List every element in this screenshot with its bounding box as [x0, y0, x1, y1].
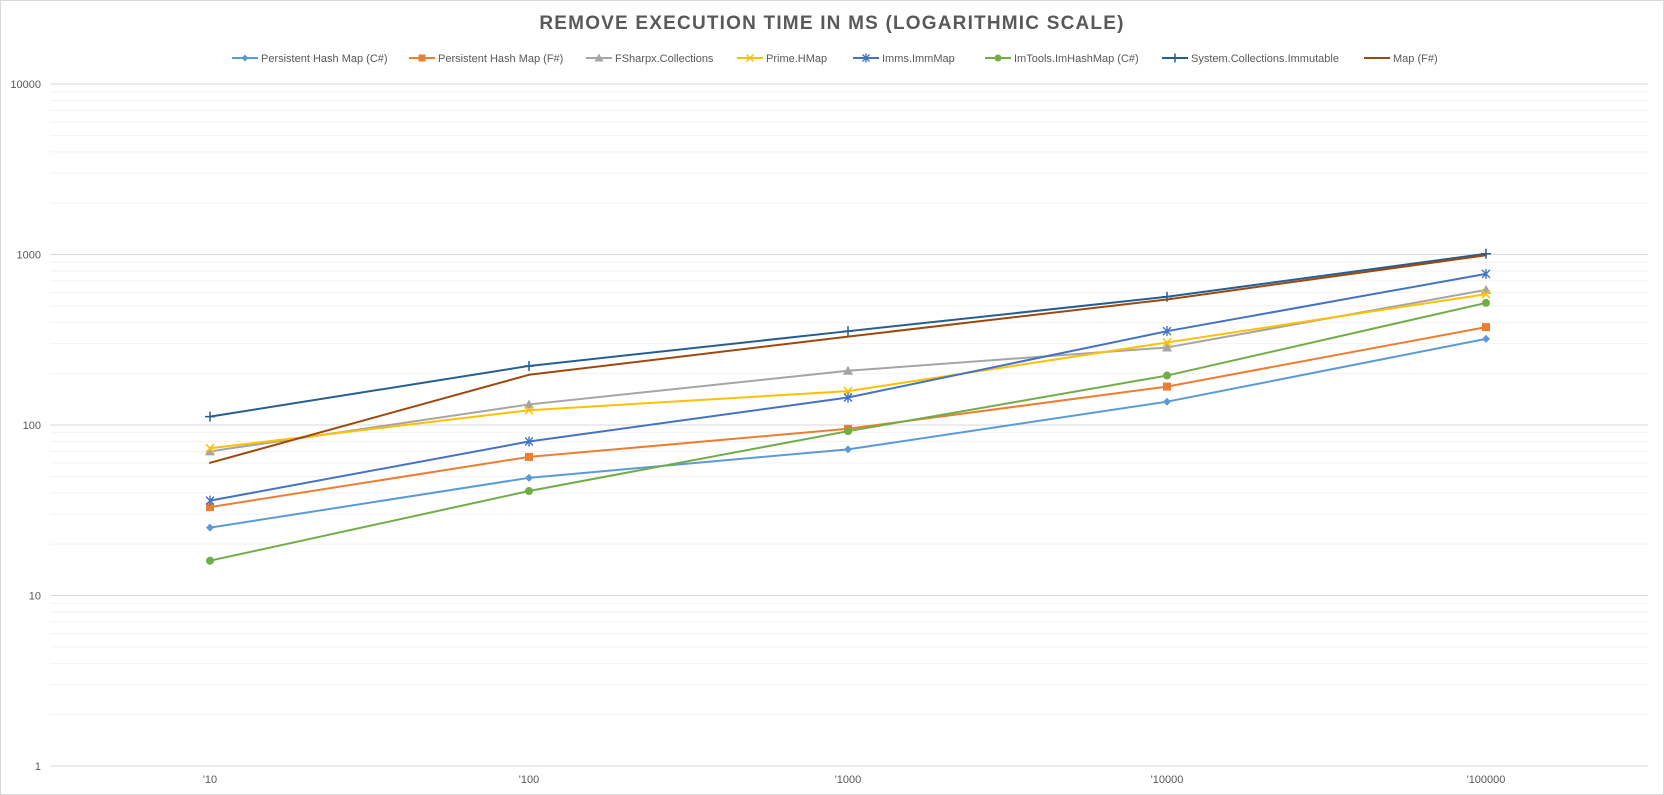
data-point — [206, 523, 214, 532]
y-tick-label: 1 — [35, 761, 41, 773]
legend-label: ImTools.ImHashMap (C#) — [1014, 53, 1139, 65]
data-point — [1481, 289, 1491, 299]
legend-marker — [594, 53, 604, 62]
data-point — [843, 386, 853, 396]
data-point — [1481, 284, 1491, 294]
data-point — [525, 452, 533, 461]
data-point — [525, 487, 533, 496]
legend: Persistent Hash Map (C#) Persistent Hash … — [232, 53, 1438, 65]
legend-marker — [994, 54, 1002, 62]
legend-label: Persistent Hash Map (C#) — [261, 53, 388, 65]
data-point — [843, 392, 853, 403]
data-point — [1162, 326, 1172, 337]
data-point — [524, 399, 534, 409]
legend-item: Persistent Hash Map (C#) — [232, 53, 388, 65]
legend-marker — [241, 54, 249, 62]
data-point — [843, 326, 853, 337]
series-8 — [209, 254, 1487, 464]
y-tick-label: 100 — [23, 420, 41, 432]
data-point — [1163, 382, 1171, 391]
data-point — [1482, 323, 1490, 332]
legend-item: Prime.HMap — [737, 53, 827, 65]
legend-label: Persistent Hash Map (F#) — [438, 53, 563, 65]
data-point — [525, 473, 533, 482]
data-point — [524, 436, 534, 447]
series-5 — [205, 268, 1491, 506]
data-point — [206, 503, 214, 512]
legend-marker — [418, 54, 426, 62]
data-point — [1482, 298, 1490, 307]
legend-label: Map (F#) — [1393, 53, 1438, 65]
gridlines — [50, 83, 1648, 767]
data-point — [1163, 371, 1171, 380]
data-point — [1163, 397, 1171, 406]
legend-item: System.Collections.Immutable — [1162, 53, 1339, 65]
legend-item: Imms.ImmMap — [853, 53, 955, 65]
data-point — [205, 443, 215, 453]
data-point — [205, 411, 215, 422]
legend-item: ImTools.ImHashMap (C#) — [985, 53, 1139, 65]
legend-marker — [862, 53, 870, 63]
data-point — [206, 556, 214, 565]
series-1 — [206, 334, 1490, 532]
data-point — [524, 360, 534, 371]
data-point — [205, 495, 215, 506]
chart-title: REMOVE EXECUTION TIME IN MS (LOGARITHMIC… — [539, 13, 1125, 34]
series-line — [209, 254, 1487, 464]
series-line — [209, 326, 1487, 509]
data-point — [843, 365, 853, 375]
legend-item: Persistent Hash Map (F#) — [409, 53, 563, 65]
x-tick-label: '100000 — [1467, 774, 1506, 786]
x-tick-label: '1000 — [835, 774, 862, 786]
x-tick-label: '100 — [519, 774, 539, 786]
data-point — [1162, 337, 1172, 347]
legend-marker — [745, 53, 755, 63]
series-7 — [205, 248, 1491, 422]
data-point — [1481, 268, 1491, 279]
data-point — [844, 427, 852, 436]
series-2 — [206, 323, 1490, 512]
series-4 — [205, 289, 1491, 453]
y-tick-label: 1000 — [17, 250, 41, 262]
data-point — [524, 405, 534, 415]
legend-label: FSharpx.Collections — [615, 53, 714, 65]
data-point — [1481, 248, 1491, 259]
x-tick-label: '10 — [203, 774, 217, 786]
x-tick-label: '10000 — [1151, 774, 1184, 786]
legend-label: System.Collections.Immutable — [1191, 53, 1339, 65]
data-point — [205, 446, 215, 456]
legend-label: Imms.ImmMap — [882, 53, 955, 65]
legend-marker — [1170, 53, 1180, 63]
y-tick-label: 10000 — [10, 79, 41, 91]
legend-label: Prime.HMap — [766, 53, 827, 65]
series-line — [209, 272, 1487, 502]
y-tick-label: 10 — [29, 591, 41, 603]
data-point — [1482, 334, 1490, 343]
legend-item: Map (F#) — [1364, 53, 1438, 65]
data-point — [1162, 342, 1172, 352]
legend-item: FSharpx.Collections — [586, 53, 714, 65]
series-6 — [206, 298, 1490, 565]
data-point — [844, 445, 852, 454]
